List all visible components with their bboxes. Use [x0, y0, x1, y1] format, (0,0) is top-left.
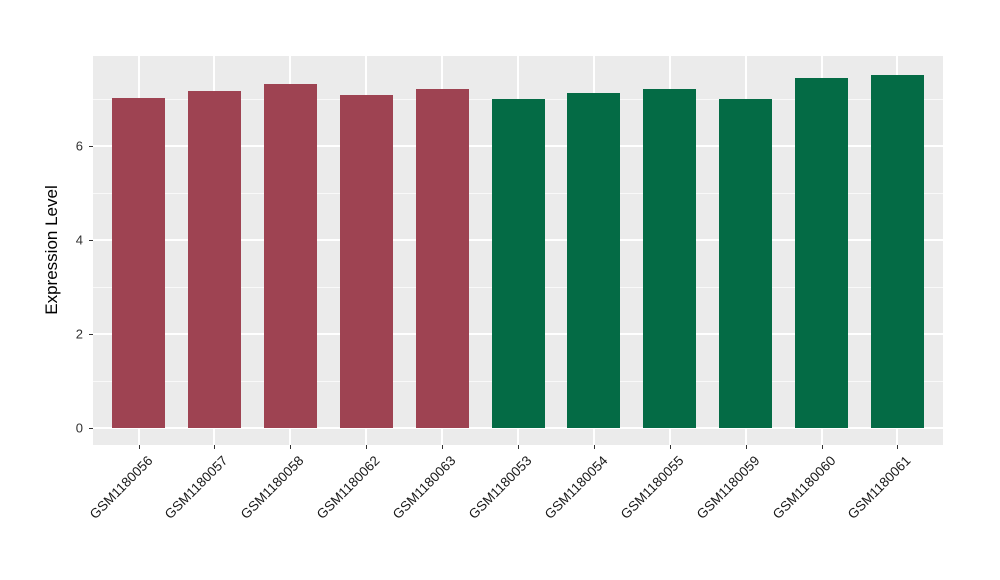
- x-tick-mark: [821, 445, 823, 449]
- x-tick-mark: [518, 445, 519, 449]
- bar-GSM1180058: [263, 83, 317, 428]
- x-tick-mark: [745, 445, 747, 449]
- bar-GSM1180055: [643, 89, 697, 428]
- x-tick-mark: [897, 445, 899, 449]
- x-tick-mark: [138, 445, 140, 449]
- x-tick-mark: [593, 445, 595, 449]
- y-tick-mark: [89, 146, 93, 147]
- bar-GSM1180063: [415, 88, 469, 428]
- x-tick-mark: [669, 445, 671, 449]
- bar-GSM1180056: [112, 97, 166, 428]
- x-tick-mark: [214, 445, 216, 449]
- x-tick-mark: [442, 445, 444, 449]
- y-tick-label: 2: [75, 326, 83, 342]
- y-axis-title: Expression Level: [42, 185, 61, 315]
- bar-GSM1180054: [567, 92, 621, 428]
- y-tick-mark: [89, 428, 93, 429]
- bar-GSM1180062: [339, 94, 393, 428]
- y-tick-mark: [89, 334, 93, 335]
- bar-GSM1180059: [719, 99, 773, 428]
- plot-panel: [93, 56, 943, 445]
- y-tick-label: 4: [75, 232, 83, 248]
- y-tick-label: 0: [75, 420, 83, 436]
- bar-GSM1180060: [795, 77, 849, 428]
- bar-GSM1180057: [187, 91, 241, 428]
- bar-GSM1180053: [491, 98, 545, 428]
- y-tick-label: 6: [75, 138, 83, 154]
- y-tick-mark: [89, 240, 93, 241]
- bar-GSM1180061: [870, 74, 924, 428]
- x-tick-mark: [366, 445, 368, 449]
- x-tick-mark: [290, 445, 292, 449]
